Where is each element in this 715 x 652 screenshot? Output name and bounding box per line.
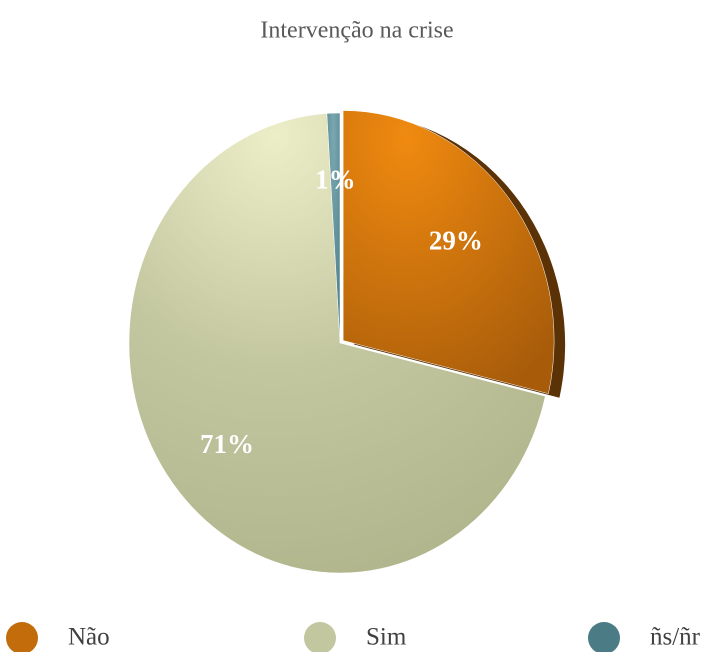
- data-label: 1%: [315, 164, 356, 194]
- data-label: 29%: [429, 225, 483, 255]
- legend-marker: [304, 622, 336, 652]
- pie-slice: [128, 113, 546, 574]
- pie-slice: [342, 110, 555, 394]
- legend-marker: [588, 622, 620, 652]
- chart-title: Intervenção na crise: [260, 18, 453, 44]
- legend-label: Não: [68, 624, 110, 651]
- legend-label: Sim: [366, 624, 407, 651]
- pie-slice: [326, 112, 341, 344]
- legend-marker: [6, 622, 38, 652]
- data-label: 71%: [200, 429, 254, 459]
- legend-label: ñs/ñr: [650, 624, 701, 651]
